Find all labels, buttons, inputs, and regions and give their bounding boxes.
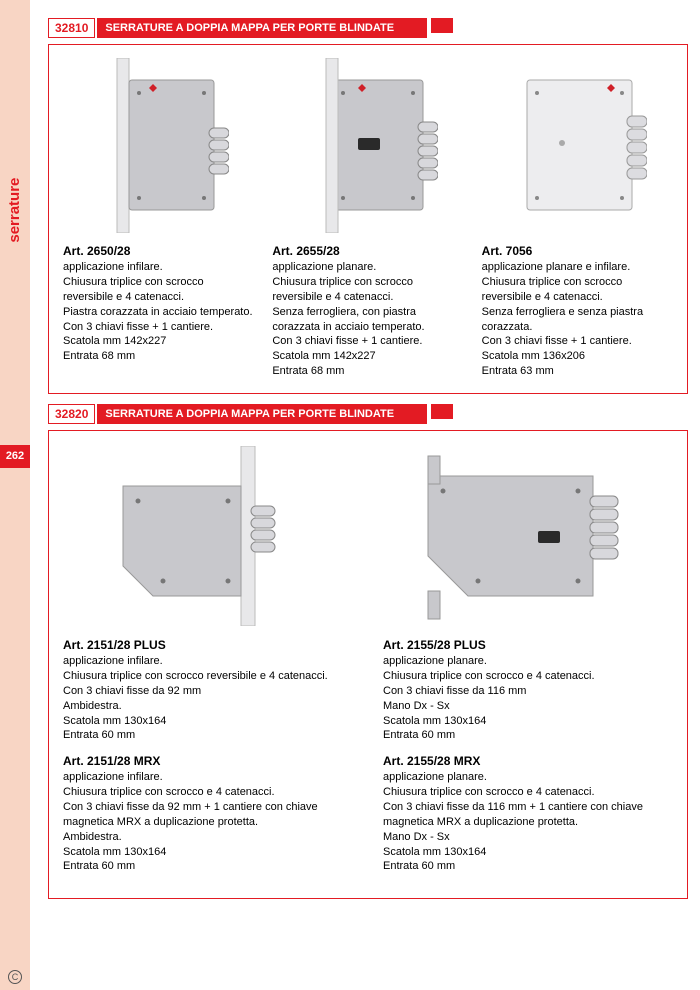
product-line: Con 3 chiavi fisse da 92 mm: [63, 684, 353, 699]
product-col: Art. 2655/28 applicazione planare. Chius…: [272, 55, 463, 379]
section-title: SERRATURE A DOPPIA MAPPA PER PORTE BLIND…: [97, 404, 427, 424]
product-art: Art. 2655/28: [272, 243, 463, 259]
product-line: Chiusura triplice con scrocco e 4 catena…: [383, 669, 673, 684]
product-block: Art. 2155/28 PLUS applicazione planare. …: [383, 637, 673, 743]
product-image: [383, 441, 673, 631]
sidebar: serrature: [0, 0, 30, 990]
product-line: Chiusura triplice con scrocco e 4 catena…: [383, 785, 673, 800]
product-image: [272, 55, 463, 235]
product-line: Entrata 68 mm: [63, 349, 254, 364]
section-box-32820: Art. 2151/28 PLUS applicazione infilare.…: [48, 430, 688, 899]
product-line: Scatola mm 130x164: [63, 714, 353, 729]
page-number: 262: [0, 445, 30, 468]
product-line: Senza ferrogliera e senza piastra corazz…: [482, 305, 673, 335]
product-line: Ambidestra.: [63, 699, 353, 714]
product-art: Art. 7056: [482, 243, 673, 259]
product-col: Art. 2151/28 PLUS applicazione infilare.…: [63, 441, 353, 884]
product-line: Ambidestra.: [63, 830, 353, 845]
product-line: Chiusura triplice con scrocco reversibil…: [63, 669, 353, 684]
product-line: Con 3 chiavi fisse + 1 cantiere.: [272, 334, 463, 349]
product-line: Chiusura triplice con scrocco reversibil…: [272, 275, 463, 305]
product-line: Con 3 chiavi fisse da 116 mm + 1 cantier…: [383, 800, 673, 830]
product-row: Art. 2151/28 PLUS applicazione infilare.…: [63, 441, 673, 884]
product-col: Art. 2155/28 PLUS applicazione planare. …: [383, 441, 673, 884]
product-art: Art. 2151/28 PLUS: [63, 637, 353, 653]
product-art: Art. 2155/28 PLUS: [383, 637, 673, 653]
product-art: Art. 2650/28: [63, 243, 254, 259]
product-image: [63, 441, 353, 631]
footer-logo-icon: C: [8, 970, 22, 984]
product-line: Entrata 68 mm: [272, 364, 463, 379]
section-title: SERRATURE A DOPPIA MAPPA PER PORTE BLIND…: [97, 18, 427, 38]
product-line: Scatola mm 130x164: [383, 714, 673, 729]
product-line: Con 3 chiavi fisse da 92 mm + 1 cantiere…: [63, 800, 353, 830]
product-row: Art. 2650/28 applicazione infilare. Chiu…: [63, 55, 673, 379]
section-code: 32820: [48, 404, 95, 424]
product-block: Art. 2155/28 MRX applicazione planare. C…: [383, 753, 673, 874]
product-line: applicazione planare e infilare.: [482, 260, 673, 275]
product-line: Scatola mm 136x206: [482, 349, 673, 364]
product-block: Art. 2151/28 MRX applicazione infilare. …: [63, 753, 353, 874]
product-line: Scatola mm 142x227: [272, 349, 463, 364]
product-line: Con 3 chiavi fisse + 1 cantiere.: [482, 334, 673, 349]
product-line: Scatola mm 130x164: [63, 845, 353, 860]
product-line: Mano Dx - Sx: [383, 830, 673, 845]
product-line: Entrata 60 mm: [383, 859, 673, 874]
product-line: applicazione planare.: [383, 770, 673, 785]
section-code: 32810: [48, 18, 95, 38]
section-box-32810: Art. 2650/28 applicazione infilare. Chiu…: [48, 44, 688, 394]
product-line: applicazione infilare.: [63, 654, 353, 669]
product-line: applicazione infilare.: [63, 260, 254, 275]
product-art: Art. 2151/28 MRX: [63, 753, 353, 769]
product-line: Con 3 chiavi fisse + 1 cantiere.: [63, 320, 254, 335]
section-header-32820: 32820 SERRATURE A DOPPIA MAPPA PER PORTE…: [48, 404, 688, 424]
product-line: applicazione planare.: [272, 260, 463, 275]
product-line: Scatola mm 130x164: [383, 845, 673, 860]
section-header-32810: 32810 SERRATURE A DOPPIA MAPPA PER PORTE…: [48, 18, 688, 38]
product-line: Chiusura triplice con scrocco reversibil…: [482, 275, 673, 305]
product-line: applicazione planare.: [383, 654, 673, 669]
product-col: Art. 7056 applicazione planare e infilar…: [482, 55, 673, 379]
product-line: Scatola mm 142x227: [63, 334, 254, 349]
product-block: Art. 2151/28 PLUS applicazione infilare.…: [63, 637, 353, 743]
product-line: Mano Dx - Sx: [383, 699, 673, 714]
product-line: Entrata 60 mm: [63, 859, 353, 874]
product-line: applicazione infilare.: [63, 770, 353, 785]
product-line: Con 3 chiavi fisse da 116 mm: [383, 684, 673, 699]
sidebar-category-label: serrature: [5, 178, 25, 243]
product-line: Entrata 60 mm: [63, 728, 353, 743]
product-line: Piastra corazzata in acciaio temperato.: [63, 305, 254, 320]
brand-badge-icon: [431, 404, 453, 424]
product-col: Art. 2650/28 applicazione infilare. Chiu…: [63, 55, 254, 379]
product-line: Chiusura triplice con scrocco e 4 catena…: [63, 785, 353, 800]
product-image: [482, 55, 673, 235]
brand-badge-icon: [431, 18, 453, 38]
product-image: [63, 55, 254, 235]
product-line: Entrata 60 mm: [383, 728, 673, 743]
main-content: 32810 SERRATURE A DOPPIA MAPPA PER PORTE…: [48, 18, 688, 909]
product-line: Chiusura triplice con scrocco reversibil…: [63, 275, 254, 305]
product-line: Senza ferrogliera, con piastra corazzata…: [272, 305, 463, 335]
product-art: Art. 2155/28 MRX: [383, 753, 673, 769]
product-line: Entrata 63 mm: [482, 364, 673, 379]
